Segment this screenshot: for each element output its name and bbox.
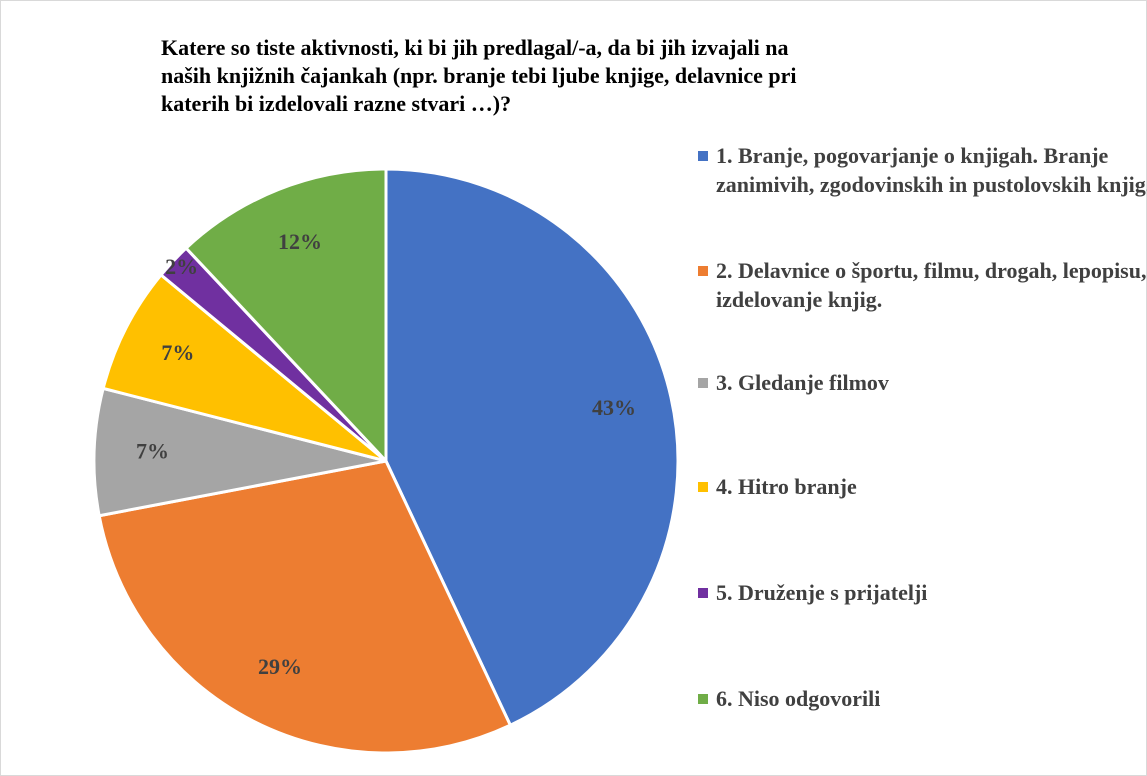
legend-label: 5. Druženje s prijatelji xyxy=(716,580,928,605)
legend-label: 6. Niso odgovorili xyxy=(716,686,881,711)
legend-label: 2. Delavnice o športu, filmu, drogah, le… xyxy=(716,258,1147,312)
legend-swatch xyxy=(698,588,708,598)
legend-item: 3. Gledanje filmov xyxy=(698,368,1147,397)
legend-swatch xyxy=(698,694,708,704)
data-label: 29% xyxy=(258,654,302,679)
legend-item: 1. Branje, pogovarjanje o knjigah. Branj… xyxy=(698,141,1147,199)
legend-item: 6. Niso odgovorili xyxy=(698,684,1147,713)
legend-label: 3. Gledanje filmov xyxy=(716,370,889,395)
pie-slice xyxy=(92,386,387,518)
legend-item: 4. Hitro branje xyxy=(698,472,1147,501)
data-label: 2% xyxy=(165,254,198,279)
data-label: 7% xyxy=(136,439,169,464)
pie-slice xyxy=(183,167,388,465)
legend-label: 4. Hitro branje xyxy=(716,474,857,499)
pie-slice xyxy=(384,167,680,728)
legend-item: 5. Druženje s prijatelji xyxy=(698,578,1147,607)
legend-swatch xyxy=(698,151,708,161)
legend-label: 1. Branje, pogovarjanje o knjigah. Branj… xyxy=(716,143,1147,197)
pie-slice xyxy=(101,272,387,463)
legend-swatch xyxy=(698,266,708,276)
data-label: 43% xyxy=(592,395,636,420)
chart-title: Katere so tiste aktivnosti, ki bi jih pr… xyxy=(161,35,797,116)
data-label: 12% xyxy=(278,229,322,254)
legend-swatch xyxy=(698,378,708,388)
pie-slice xyxy=(97,459,513,755)
legend-item: 2. Delavnice o športu, filmu, drogah, le… xyxy=(698,256,1147,314)
legend-swatch xyxy=(698,482,708,492)
data-label: 7% xyxy=(161,340,194,365)
